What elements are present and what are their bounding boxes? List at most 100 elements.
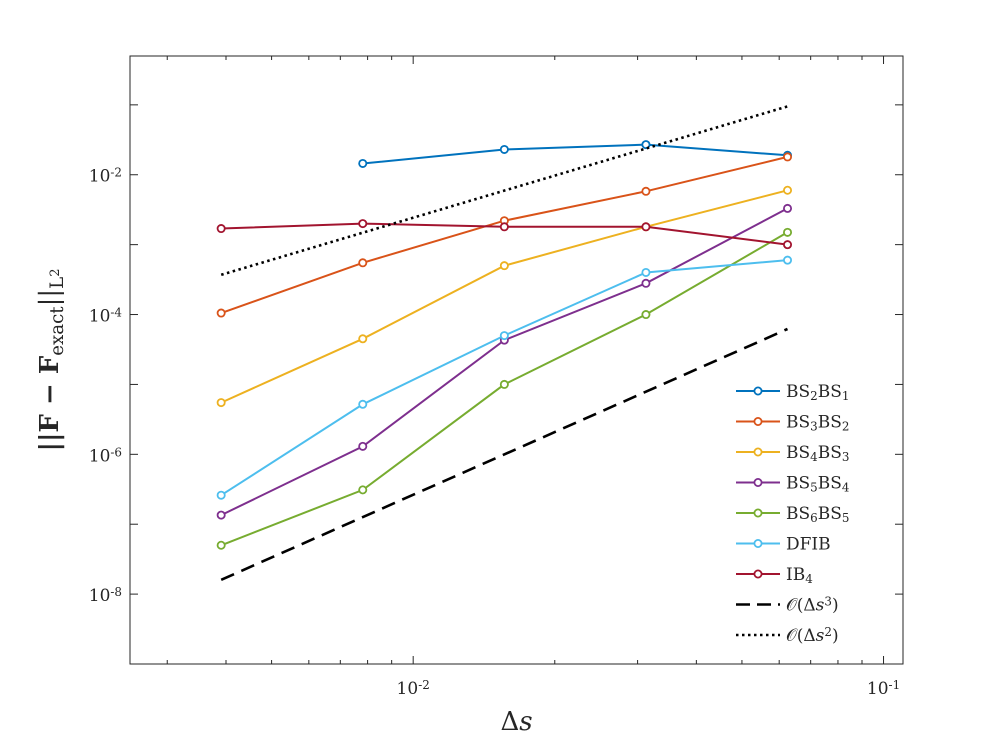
legend-label-part: 2 [824, 625, 832, 639]
legend-label: BS2BS1 [786, 382, 849, 403]
legend-label-part: BS [786, 443, 810, 463]
x-label-s: s [519, 707, 532, 737]
legend-item-BS6BS5: BS6BS5 [736, 504, 849, 525]
legend-item-O(Δs^3): 𝒪(Δs3) [736, 594, 839, 616]
legend-label: BS4BS3 [786, 443, 849, 464]
data-point [358, 399, 368, 409]
ticks-layer: 10-2 10-110-810-610-410-2 [89, 56, 903, 699]
series-line [220, 327, 789, 581]
tick-exponent: -6 [110, 445, 122, 459]
legend-label-part: 4 [805, 572, 813, 586]
legend-marker [753, 569, 763, 579]
data-point [783, 203, 793, 213]
series-DFIB [216, 255, 793, 500]
data-point [783, 240, 793, 250]
legend-label-part: BS [818, 382, 842, 402]
legend-item-BS5BS4: BS5BS4 [736, 474, 849, 495]
tick-exponent: -2 [418, 678, 430, 692]
y-tick-label: 10-4 [89, 305, 122, 326]
data-point [499, 331, 509, 341]
series-O(Δs^2) [220, 105, 788, 277]
legend-label: BS6BS5 [786, 504, 849, 525]
y-label-norm: ||F − F [35, 355, 65, 451]
data-point [641, 278, 651, 288]
x-tick-label: 10-2 [397, 678, 430, 699]
series-BS3BS2 [216, 152, 793, 318]
series-line [220, 105, 788, 277]
series-BS5BS4 [216, 203, 793, 520]
legend-label-part: 1 [842, 389, 850, 403]
data-point [641, 140, 651, 150]
series-layer [216, 105, 793, 581]
legend-label-part: BS [818, 443, 842, 463]
legend-label: BS3BS2 [786, 413, 849, 434]
legend-label-part: 2 [810, 389, 818, 403]
legend-label-part: 6 [810, 511, 818, 525]
data-point [216, 398, 226, 408]
data-point [358, 441, 368, 451]
legend-label-part: DFIB [786, 535, 831, 555]
legend-marker [753, 477, 763, 487]
legend-marker [753, 508, 763, 518]
data-point [358, 158, 368, 168]
legend-label-part: 5 [842, 511, 850, 525]
legend-label: 𝒪(Δs3) [786, 594, 839, 615]
data-point [216, 510, 226, 520]
y-tick-label: 10-6 [89, 445, 122, 466]
legend-label-part: BS [818, 413, 842, 433]
data-point [783, 227, 793, 237]
legend-label-part: BS [786, 413, 810, 433]
plot-background [130, 56, 903, 664]
y-tick-label: 10-2 [89, 165, 122, 186]
legend-marker [753, 386, 763, 396]
tick-base: 10 [89, 307, 111, 327]
axis-labels: Δs ||F − Fexact||L2 [35, 269, 533, 737]
tick-base: 10 [867, 679, 889, 699]
series-IB4 [216, 219, 793, 250]
data-point [358, 219, 368, 229]
series-BS6BS5 [216, 227, 793, 550]
y-axis-label: ||F − Fexact||L2 [35, 269, 68, 452]
data-point [783, 255, 793, 265]
legend-label: BS5BS4 [786, 474, 849, 495]
data-point [641, 186, 651, 196]
legend-label: IB4 [786, 565, 813, 586]
plot-frame [129, 55, 904, 665]
legend-label-part: ) [832, 626, 839, 646]
legend: BS2BS1BS3BS2BS4BS3BS5BS4BS6BS5DFIBIB4𝒪(Δ… [736, 382, 849, 646]
tick-base: 10 [397, 679, 419, 699]
legend-label-part: ) [832, 596, 839, 616]
legend-label-part: IB [786, 565, 805, 585]
legend-label-part: 4 [842, 481, 850, 495]
tick-exponent: -4 [110, 305, 122, 319]
legend-label: 𝒪(Δs2) [786, 625, 839, 646]
legend-label-part: s [816, 626, 825, 646]
y-tick-label: 10-8 [89, 585, 122, 606]
tick-exponent: -8 [110, 585, 122, 599]
legend-item-BS2BS1: BS2BS1 [736, 382, 849, 403]
legend-item-IB4: IB4 [736, 565, 813, 586]
data-point [358, 258, 368, 268]
legend-label-part: BS [786, 474, 810, 494]
x-axis-label: Δs [500, 707, 532, 737]
legend-label-part: BS [818, 474, 842, 494]
data-point [499, 222, 509, 232]
legend-item-BS3BS2: BS3BS2 [736, 413, 849, 434]
series-O(Δs^3) [220, 327, 789, 581]
tick-exponent: -1 [889, 678, 901, 692]
x-tick-label: 10-1 [867, 678, 900, 699]
data-point [641, 267, 651, 277]
y-label-two: 2 [48, 269, 63, 277]
tick-base: 10 [89, 167, 111, 187]
legend-label-part: BS [786, 382, 810, 402]
data-point [499, 261, 509, 271]
data-point [216, 308, 226, 318]
legend-label-part: s [816, 596, 825, 616]
data-point [641, 310, 651, 320]
legend-label-part: 𝒪(Δ [786, 626, 816, 646]
tick-exponent: -2 [110, 165, 122, 179]
legend-label: DFIB [786, 535, 831, 555]
legend-item-O(Δs^2): 𝒪(Δs2) [736, 625, 839, 646]
